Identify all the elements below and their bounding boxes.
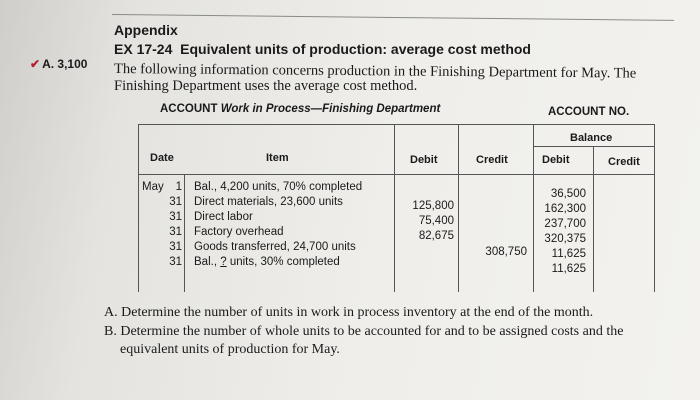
question-b: B. Determine the number of whole units t… — [104, 323, 623, 340]
row-1-item: Bal., 4,200 units, 70% completed — [194, 181, 363, 193]
month-label: May — [142, 181, 164, 193]
exercise-title: Equivalent units of production: average … — [180, 41, 531, 57]
row-5-day: 31 — [169, 241, 182, 253]
question-b-label: B. — [104, 324, 117, 339]
row-6-item-suffix: units, 30% completed — [226, 256, 340, 268]
row-4-debit: 82,675 — [418, 230, 454, 242]
exercise-heading: EX 17-24 Equivalent units of production:… — [114, 41, 531, 57]
question-b-line-2: equivalent units of production for May. — [120, 342, 340, 357]
question-a-text: Determine the number of units in work in… — [121, 305, 594, 320]
answer-hint-label: A. 3,100 — [42, 57, 88, 71]
row-6-item-prefix: Bal., — [194, 256, 221, 268]
row-6-balance: 11,625 — [551, 263, 586, 275]
account-title: ACCOUNT Work in Process—Finishing Depart… — [160, 103, 440, 115]
row-3-debit: 75,400 — [418, 215, 454, 227]
header-item: Item — [266, 152, 289, 164]
row-2-debit: 125,800 — [412, 200, 454, 212]
exercise-number: EX 17-24 — [114, 41, 173, 57]
item-divider — [394, 124, 395, 292]
account-name: Work in Process—Finishing Department — [220, 103, 441, 115]
row-4-balance: 320,375 — [544, 233, 586, 245]
row-5-credit: 308,750 — [485, 246, 527, 258]
header-date: Date — [150, 152, 174, 164]
account-number-label: ACCOUNT NO. — [548, 106, 630, 118]
header-debit: Debit — [410, 154, 438, 166]
row-6-unknown-units: ? — [220, 256, 227, 268]
bal-debit-divider — [593, 146, 594, 292]
header-balance: Balance — [570, 132, 613, 144]
ledger-left-border — [138, 124, 139, 292]
row-6-item: Bal., ? units, 30% completed — [194, 255, 340, 270]
question-b-line-1: Determine the number of whole units to b… — [120, 324, 624, 339]
account-prefix: ACCOUNT — [160, 103, 218, 115]
intro-line-2: Finishing Department uses the average co… — [114, 78, 418, 94]
row-4-day: 31 — [169, 226, 182, 238]
answer-hint: ✔ A. 3,100 — [30, 57, 87, 71]
row-3-balance: 237,700 — [544, 218, 586, 230]
header-balance-debit: Debit — [542, 154, 570, 166]
row-2-item: Direct materials, 23,600 units — [194, 196, 343, 208]
row-5-item: Goods transferred, 24,700 units — [194, 241, 356, 253]
row-3-day: 31 — [169, 211, 182, 223]
ledger-table: Date Item Debit Credit Balance Debit Cre… — [138, 124, 655, 292]
row-6-day: 31 — [169, 256, 182, 268]
day-divider — [184, 174, 185, 292]
question-a-label: A. — [104, 305, 118, 320]
top-rule — [111, 14, 674, 21]
question-a: A. Determine the number of units in work… — [104, 304, 593, 321]
row-5-balance: 11,625 — [551, 248, 586, 260]
ledger-top-border — [138, 124, 654, 125]
header-balance-credit: Credit — [608, 156, 640, 168]
row-2-day: 31 — [169, 196, 182, 208]
checkmark-icon: ✔ — [30, 57, 41, 71]
row-2-balance: 162,300 — [544, 203, 586, 215]
header-credit: Credit — [476, 154, 508, 166]
appendix-label: Appendix — [114, 22, 178, 38]
row-3-item: Direct labor — [194, 211, 253, 223]
ledger-right-border — [654, 124, 655, 292]
row-1-balance: 36,500 — [550, 188, 586, 200]
debit-divider — [458, 124, 459, 292]
credit-divider — [533, 124, 534, 292]
row-4-item: Factory overhead — [194, 226, 284, 238]
header-bottom-border — [138, 174, 654, 175]
row-1-day: 1 — [175, 181, 182, 193]
